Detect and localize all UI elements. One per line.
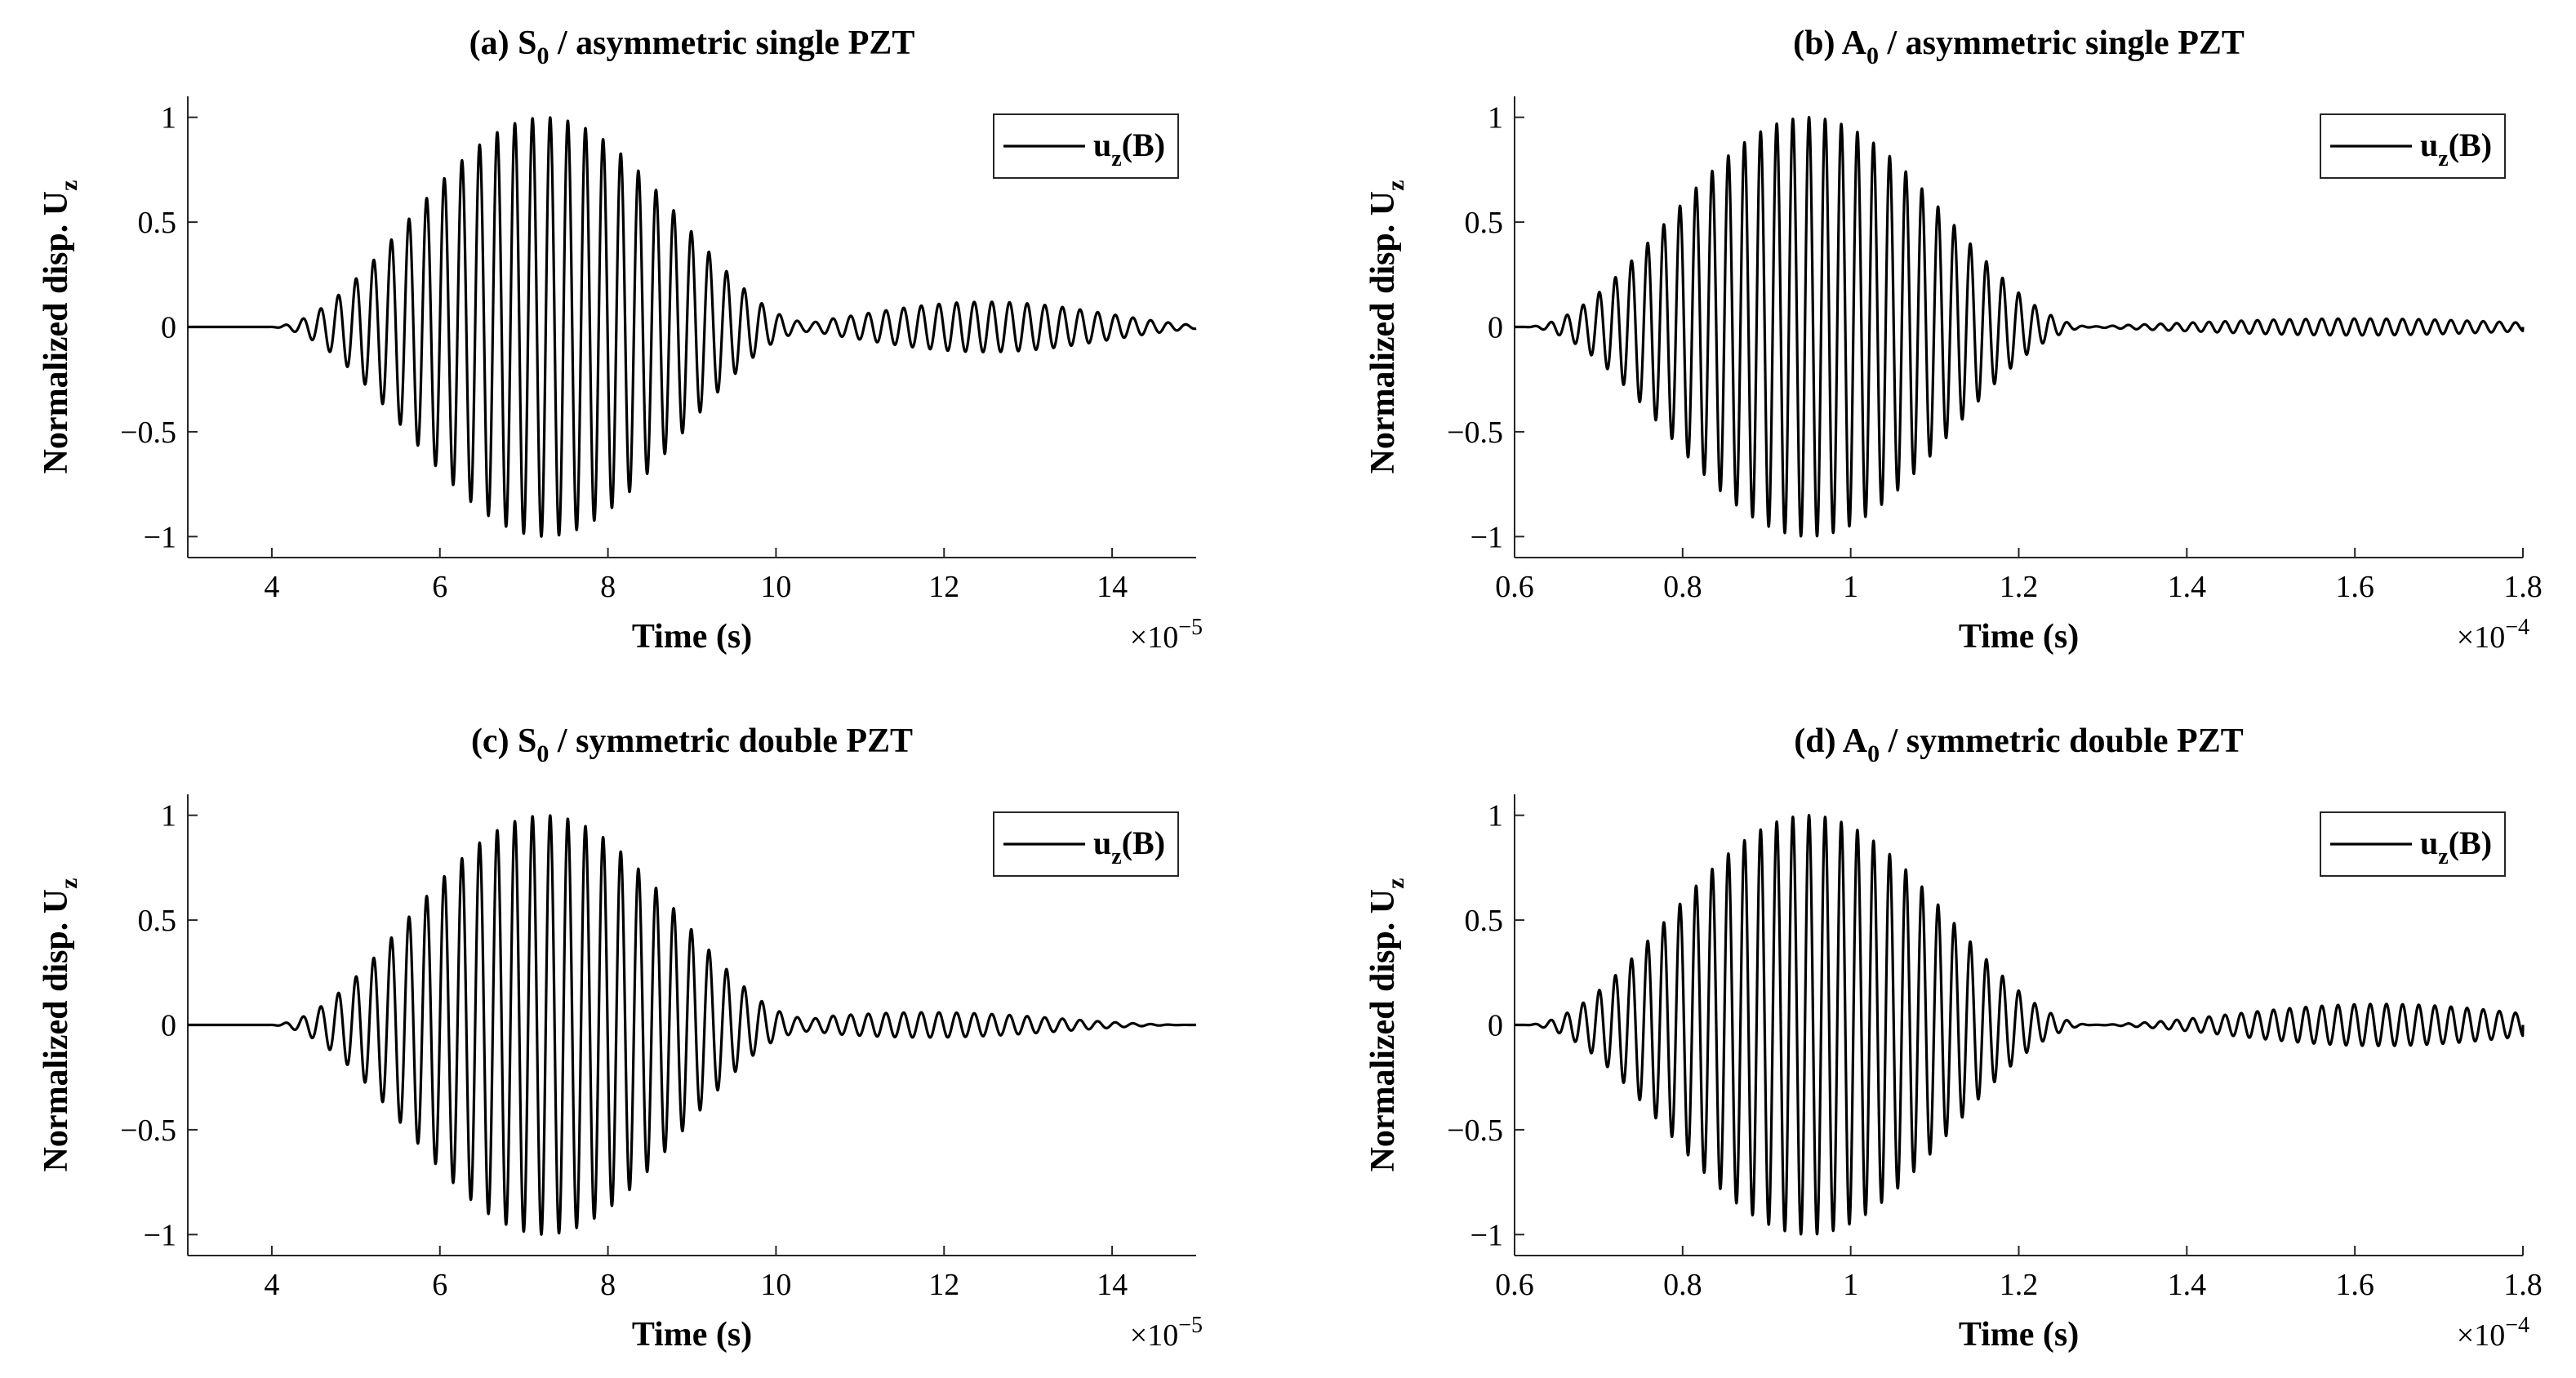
x-tick-label: 1.8 — [2503, 1268, 2543, 1302]
x-tick-label: 14 — [1097, 570, 1128, 604]
x-tick-label: 8 — [600, 1268, 616, 1302]
y-tick-label: 1 — [1488, 799, 1503, 833]
y-tick-label: 0.5 — [1465, 904, 1504, 938]
legend-label: uz(B) — [2420, 825, 2492, 869]
x-tick-label: 1 — [1843, 1268, 1858, 1302]
x-tick-label: 1.4 — [2168, 570, 2207, 604]
x-tick-label: 10 — [760, 570, 791, 604]
panel-title: (b) A0 / asymmetric single PZT — [1793, 24, 2245, 69]
legend-label: uz(B) — [1093, 825, 1165, 869]
legend-label: uz(B) — [2420, 127, 2492, 171]
x-tick-label: 12 — [928, 570, 959, 604]
x-tick-label: 1.2 — [2000, 570, 2039, 604]
x-axis-label: Time (s) — [632, 1316, 752, 1354]
series-line-uz-b — [186, 814, 1198, 1236]
y-tick-label: 1 — [1488, 101, 1503, 136]
x-axis-label: Time (s) — [1959, 1316, 2079, 1354]
x-multiplier: ×10−5 — [1130, 1313, 1203, 1353]
y-axis-label: Normalized disp. Uz — [1364, 878, 1409, 1172]
x-tick-label: 1 — [1843, 570, 1858, 604]
y-tick-label: −0.5 — [120, 1114, 176, 1148]
x-tick-label: 6 — [432, 1268, 447, 1302]
y-tick-label: 0.5 — [138, 206, 177, 240]
x-tick-label: 1.6 — [2335, 1268, 2374, 1302]
y-tick-label: 0 — [161, 311, 176, 345]
y-tick-label: 0.5 — [138, 904, 177, 938]
series-line-uz-b — [1513, 814, 2525, 1236]
series-line-uz-b — [1513, 116, 2525, 538]
y-tick-label: 0 — [161, 1009, 176, 1043]
panel-c: 4 6 8 10 12 14 −1 −0.5 0 0.5 1 ×10−5 (c) S0 / symmet… — [38, 722, 1203, 1354]
x-axis-label: Time (s) — [632, 618, 752, 656]
y-tick-label: −0.5 — [1447, 1114, 1503, 1148]
y-tick-label: −1 — [144, 1218, 176, 1252]
x-multiplier: ×10−5 — [1130, 615, 1203, 655]
series-line-uz-b — [186, 116, 1198, 538]
x-axis-label: Time (s) — [1959, 618, 2079, 656]
y-tick-label: 0.5 — [1465, 206, 1504, 240]
panel-b: 0.6 0.8 1 1.2 1.4 1.6 1.8 −1 −0.5 0 0.5 1 ×10−4 (b) A… — [1364, 24, 2543, 656]
y-tick-label: −0.5 — [120, 416, 176, 450]
panel-title: (d) A0 / symmetric double PZT — [1794, 722, 2244, 767]
y-axis-label: Normalized disp. Uz — [1364, 180, 1409, 474]
x-tick-label: 1.8 — [2503, 570, 2543, 604]
y-tick-label: 0 — [1488, 311, 1503, 345]
legend-label: uz(B) — [1093, 127, 1165, 171]
x-tick-label: 1.6 — [2335, 570, 2374, 604]
panel-title: (c) S0 / symmetric double PZT — [471, 722, 913, 767]
panel-a: 4 6 8 10 12 14 −1 −0.5 0 0.5 1 ×10−5 (a) S0 / asymme… — [38, 24, 1203, 656]
x-tick-label: 10 — [760, 1268, 791, 1302]
y-tick-label: 1 — [161, 799, 176, 833]
legend: uz(B) — [2320, 113, 2506, 179]
y-axis-label: Normalized disp. Uz — [38, 878, 82, 1172]
x-multiplier: ×10−4 — [2457, 615, 2529, 655]
x-tick-label: 6 — [432, 570, 447, 604]
legend: uz(B) — [2320, 811, 2506, 877]
x-tick-label: 1.4 — [2168, 1268, 2207, 1302]
x-tick-label: 0.6 — [1495, 1268, 1534, 1302]
x-multiplier: ×10−4 — [2457, 1313, 2529, 1353]
x-tick-label: 4 — [264, 1268, 279, 1302]
x-tick-label: 8 — [600, 570, 616, 604]
x-tick-label: 4 — [264, 570, 279, 604]
legend: uz(B) — [993, 811, 1179, 877]
y-tick-label: −0.5 — [1447, 416, 1503, 450]
x-tick-label: 0.8 — [1663, 1268, 1702, 1302]
y-tick-label: −1 — [1470, 1218, 1503, 1252]
y-axis-label: Normalized disp. Uz — [38, 180, 82, 474]
y-tick-label: 1 — [161, 101, 176, 136]
panel-title: (a) S0 / asymmetric single PZT — [469, 24, 915, 69]
y-tick-label: 0 — [1488, 1009, 1503, 1043]
x-tick-label: 0.8 — [1663, 570, 1702, 604]
legend: uz(B) — [993, 113, 1179, 179]
y-tick-label: −1 — [144, 520, 176, 554]
x-tick-label: 1.2 — [2000, 1268, 2039, 1302]
x-tick-label: 0.6 — [1495, 570, 1534, 604]
x-tick-label: 14 — [1097, 1268, 1128, 1302]
x-tick-label: 12 — [928, 1268, 959, 1302]
y-tick-label: −1 — [1470, 520, 1503, 554]
panel-d: 0.6 0.8 1 1.2 1.4 1.6 1.8 −1 −0.5 0 0.5 1 ×10−4 (d) A… — [1364, 722, 2543, 1354]
